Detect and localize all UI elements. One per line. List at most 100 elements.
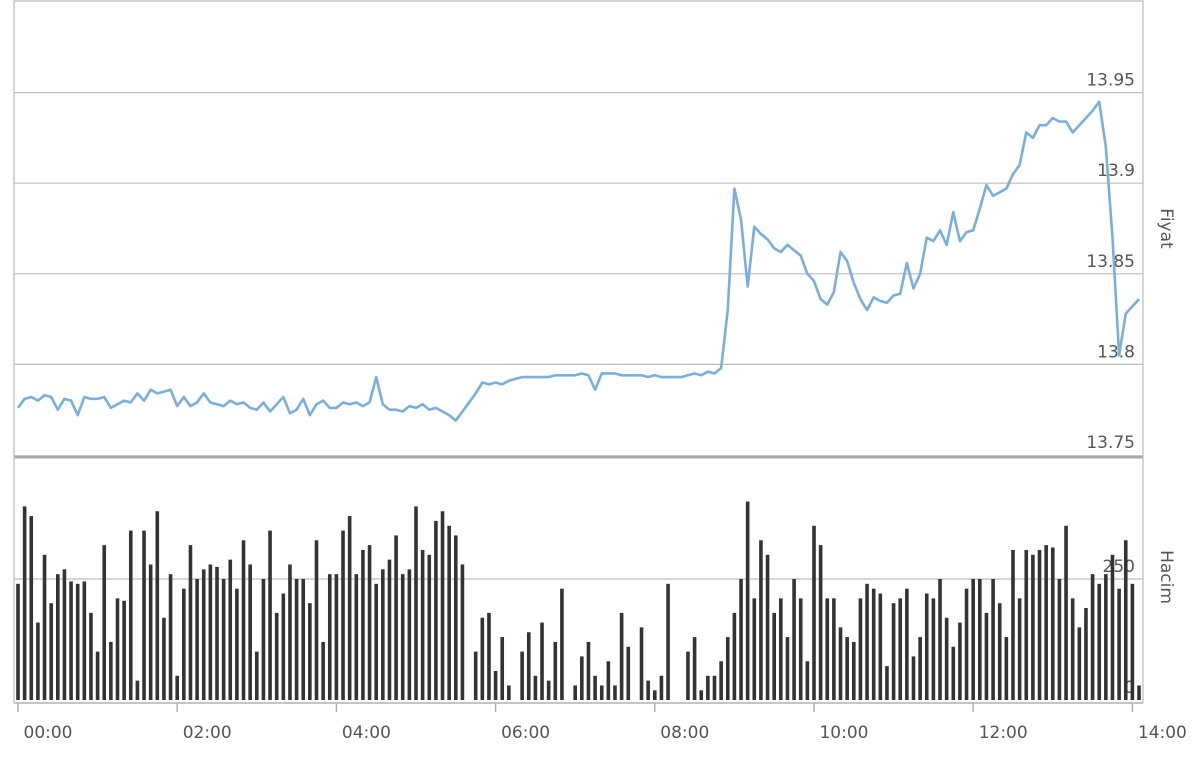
volume-bar (1090, 574, 1095, 700)
volume-bar (36, 622, 40, 700)
volume-bar (175, 675, 179, 700)
volume-bar (765, 554, 770, 700)
volume-bar (918, 637, 922, 700)
volume-bar (1064, 525, 1068, 700)
volume-bar (593, 675, 597, 700)
x-tick-label: 00:00 (24, 723, 73, 743)
volume-bar (646, 680, 650, 700)
volume-bar (1097, 583, 1102, 700)
volume-bar (944, 617, 949, 700)
volume-bar (991, 579, 995, 700)
volume-bar (997, 603, 1002, 700)
volume-bar (785, 637, 790, 700)
volume-bar (580, 656, 584, 700)
volume-bar (606, 661, 611, 700)
volume-bar (29, 516, 34, 700)
volume-bar (1123, 540, 1128, 700)
volume-bar (725, 637, 730, 700)
volume-bar (274, 612, 279, 700)
volume-bar (182, 588, 186, 700)
volume-bar (367, 545, 372, 700)
volume-bar (978, 579, 982, 700)
volume-bar (1057, 579, 1062, 700)
volume-bar (122, 600, 126, 700)
volume-bar (619, 612, 624, 700)
volume-bar (659, 675, 664, 700)
volume-bar (666, 583, 670, 700)
y-tick-label: 0 (1124, 678, 1135, 698)
volume-bar (891, 603, 896, 700)
volume-bar (500, 637, 505, 700)
volume-bar (911, 656, 916, 700)
volume-bar (75, 583, 80, 700)
volume-bar (1031, 554, 1035, 700)
volume-bar (447, 525, 451, 700)
volume-bar (168, 574, 173, 700)
volume-bar (686, 651, 690, 700)
volume-bar (473, 651, 478, 700)
volume-bar (719, 661, 723, 700)
volume-bar (871, 588, 876, 700)
x-tick-label: 08:00 (660, 723, 709, 743)
volume-bar (82, 581, 87, 700)
x-tick-label: 04:00 (342, 723, 391, 743)
volume-bar (434, 520, 438, 700)
volume-bar (235, 588, 239, 700)
volume-bar (102, 545, 107, 700)
volume-bar (354, 574, 359, 700)
volume-bar (407, 569, 412, 700)
volume-bar (1110, 554, 1115, 700)
x-tick-label: 12:00 (979, 723, 1028, 743)
volume-bar (1084, 608, 1088, 700)
volume-bar (878, 593, 883, 700)
y-tick-label: 13.75 (1086, 433, 1135, 453)
volume-bar (308, 603, 312, 700)
volume-bar (1044, 545, 1048, 700)
price-line (16, 100, 1140, 422)
volume-bar (49, 603, 53, 700)
volume-bar (480, 617, 485, 700)
volume-bar (294, 579, 299, 700)
volume-bar (128, 530, 133, 700)
x-tick-label: 10:00 (819, 723, 868, 743)
volume-bar (712, 675, 717, 700)
volume-bar (540, 622, 544, 700)
volume-bar (958, 622, 962, 700)
volume-bar (381, 569, 385, 700)
volume-bar (1117, 588, 1121, 700)
volume-bar (792, 579, 796, 700)
volume-bar (1017, 598, 1022, 700)
y-tick-label: 250 (1103, 557, 1135, 577)
volume-bar (188, 545, 193, 700)
volume-bar (55, 574, 60, 700)
volume-bar (938, 579, 942, 700)
volume-bar (1137, 685, 1141, 700)
volume-bar (453, 535, 458, 700)
volume-bar (984, 612, 989, 700)
volume-bar (248, 564, 252, 700)
volume-bar (818, 545, 823, 700)
volume-bar (526, 632, 531, 700)
volume-bar (745, 501, 750, 700)
volume-bar (832, 598, 836, 700)
volume-bar (520, 651, 524, 700)
volume-bar (321, 641, 325, 700)
volume-bar (334, 574, 339, 700)
volume-bar (971, 579, 975, 700)
x-tick-label: 06:00 (501, 723, 550, 743)
volume-bar (387, 559, 392, 700)
volume-bar (281, 593, 286, 700)
volume-bar (865, 583, 869, 700)
volume-bar (1050, 547, 1055, 700)
volume-bar (148, 564, 153, 700)
x-tick-label: 02:00 (183, 723, 232, 743)
volume-bar (208, 564, 213, 700)
volume-bar (1104, 574, 1108, 700)
volume-bar (812, 525, 816, 700)
volume-bar (201, 569, 206, 700)
volume-bar (361, 549, 365, 700)
volume-bar (400, 574, 405, 700)
volume-bar (254, 651, 259, 700)
volume-bar (838, 627, 843, 700)
volume-bar (155, 511, 160, 700)
